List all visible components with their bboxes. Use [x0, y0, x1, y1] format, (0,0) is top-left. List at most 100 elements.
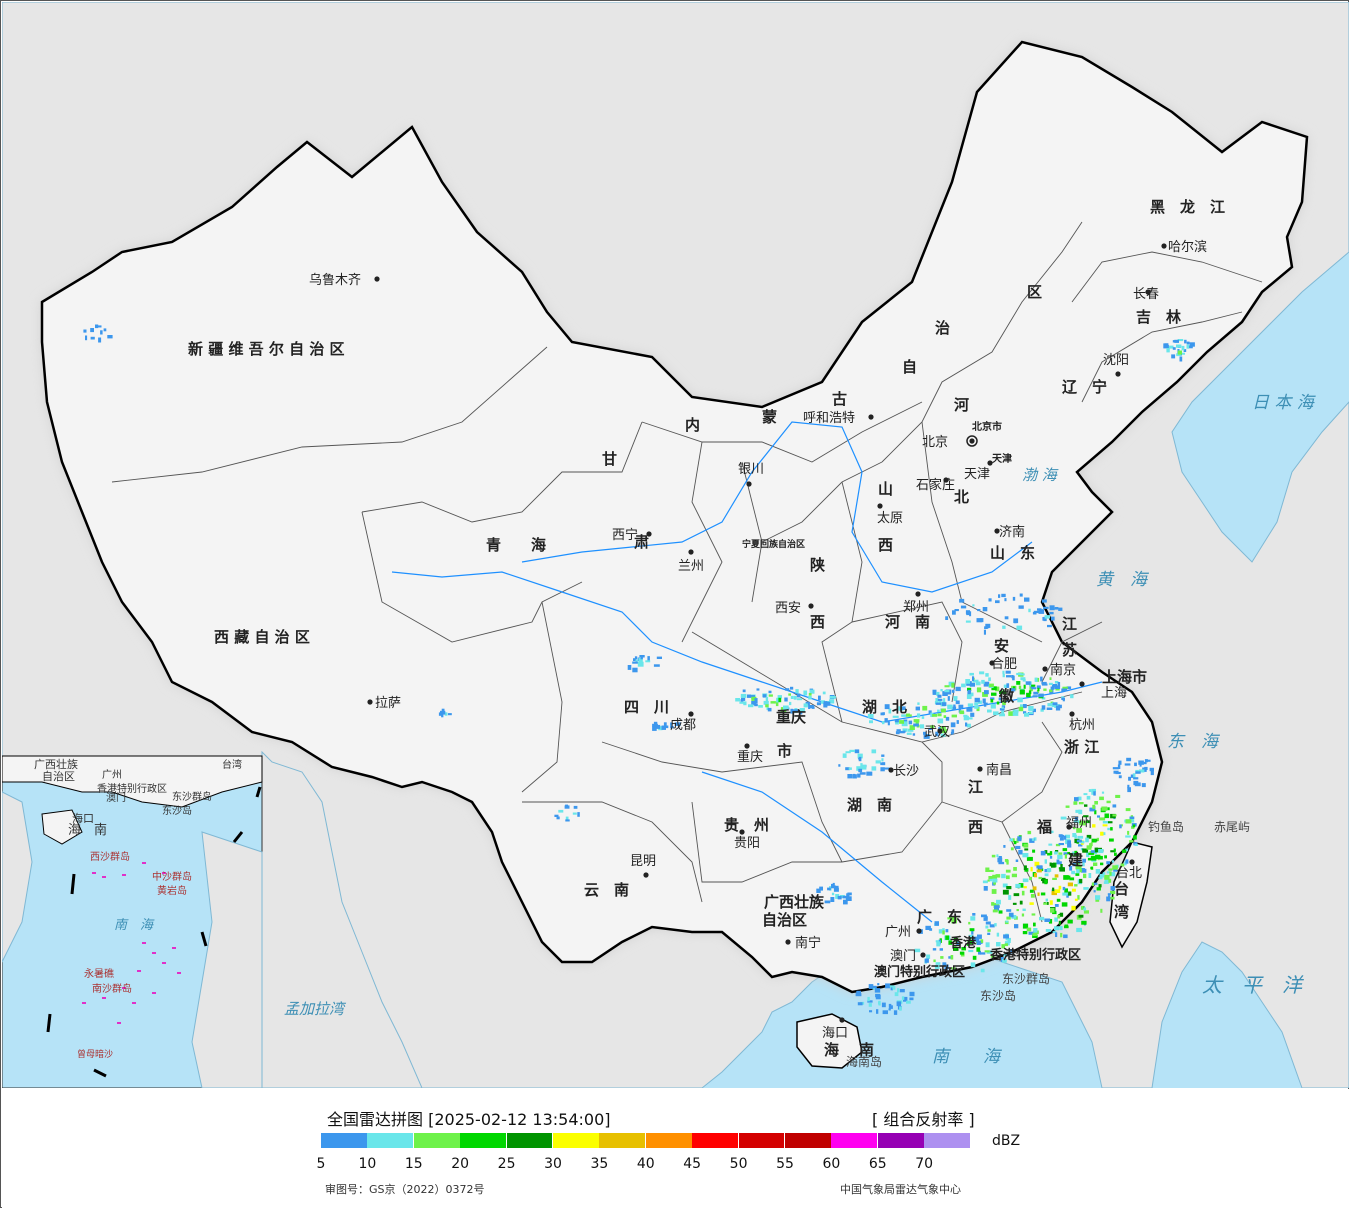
city-dot	[868, 414, 874, 420]
echo-cell	[1003, 845, 1006, 848]
city-dot	[1079, 681, 1085, 687]
echo-cell	[1037, 687, 1040, 692]
echo-cell	[638, 657, 643, 663]
echo-cell	[1068, 891, 1072, 896]
echo-cell	[912, 733, 916, 736]
inset-label: 广州	[102, 769, 122, 781]
echo-cell	[991, 889, 997, 894]
echo-cell	[981, 679, 985, 684]
scale-tick-label: 65	[868, 1156, 887, 1172]
echo-cell	[1028, 931, 1035, 935]
echo-cell	[1029, 876, 1032, 881]
echo-cell	[945, 716, 950, 721]
echo-cell	[1071, 905, 1076, 911]
echo-cell	[1055, 932, 1058, 937]
echo-cell	[1012, 709, 1019, 713]
echo-cell	[1061, 697, 1065, 700]
echo-cell	[884, 767, 890, 770]
city-label: 杭州	[1069, 718, 1095, 733]
province-label: 苏	[1062, 641, 1077, 659]
echo-cell	[985, 921, 991, 925]
echo-cell	[1038, 693, 1044, 698]
echo-cell	[948, 940, 953, 945]
echo-cell	[1138, 760, 1144, 765]
inset-label: 南	[94, 822, 107, 838]
echo-cell	[894, 992, 899, 997]
echo-cell	[1054, 889, 1061, 893]
echo-cell	[1016, 625, 1023, 630]
inset-label: 曾母暗沙	[77, 1048, 113, 1060]
echo-cell	[987, 709, 992, 713]
echo-cell	[1088, 873, 1092, 878]
echo-cell	[1005, 937, 1011, 941]
echo-cell	[993, 881, 996, 885]
echo-cell	[1127, 784, 1130, 789]
echo-cell	[967, 687, 972, 691]
echo-cell	[1091, 788, 1096, 792]
province-label: 徽	[998, 687, 1015, 705]
echo-cell	[1086, 845, 1092, 850]
echo-cell	[1052, 931, 1057, 934]
echo-cell	[1049, 677, 1052, 680]
echo-cell	[909, 725, 915, 730]
echo-cell	[1016, 672, 1022, 676]
echo-cell	[1023, 843, 1029, 848]
echo-cell	[1034, 861, 1040, 867]
island-label: 东沙群岛	[1002, 971, 1050, 986]
echo-cell	[941, 729, 948, 734]
echo-cell	[632, 661, 638, 664]
echo-cell	[867, 1000, 873, 1003]
echo-cell	[1067, 840, 1071, 845]
echo-cell	[1022, 853, 1029, 858]
echo-cell	[565, 816, 569, 822]
echo-cell	[1006, 875, 1010, 880]
city-dot	[744, 743, 750, 749]
echo-cell	[1051, 891, 1057, 896]
echo-cell	[1117, 764, 1121, 769]
city-dot	[920, 952, 926, 958]
echo-cell	[1016, 681, 1021, 685]
capital-marker	[966, 435, 978, 447]
echo-cell	[1033, 928, 1038, 933]
echo-cell	[1028, 706, 1034, 711]
echo-cell	[1001, 710, 1005, 716]
echo-cell	[824, 900, 831, 904]
echo-cell	[974, 702, 979, 706]
echo-cell	[831, 892, 835, 896]
city-dot	[987, 460, 993, 466]
echo-cell	[823, 701, 828, 706]
echo-cell	[1057, 854, 1063, 860]
echo-cell	[1069, 877, 1075, 881]
echo-cell	[1054, 917, 1058, 922]
echo-cell	[880, 762, 885, 766]
echo-cell	[1106, 800, 1111, 804]
echo-cell	[998, 910, 1003, 914]
echo-cell	[1036, 869, 1042, 873]
echo-cell	[967, 689, 972, 695]
province-label: 北京市	[972, 420, 1002, 433]
city-dot	[688, 549, 694, 555]
city-label: 拉萨	[375, 696, 401, 711]
echo-cell	[937, 713, 942, 717]
echo-cell	[846, 893, 850, 898]
echo-cell	[441, 708, 445, 712]
province-label: 海	[824, 1041, 839, 1059]
scale-swatch	[367, 1133, 414, 1148]
echo-cell	[1023, 704, 1027, 709]
echo-cell	[1112, 814, 1117, 817]
echo-cell	[935, 731, 939, 737]
city-label: 石家庄	[916, 477, 955, 493]
echo-cell	[748, 704, 754, 708]
echo-cell	[1092, 804, 1096, 809]
echo-cell	[1058, 885, 1062, 890]
echo-cell	[839, 895, 845, 898]
echo-cell	[926, 954, 931, 959]
echo-cell	[768, 694, 773, 697]
sea-label: 黄 海	[1096, 570, 1150, 590]
echo-cell	[985, 867, 990, 872]
echo-cell	[950, 955, 954, 960]
echo-cell	[767, 707, 772, 712]
province-label: 云 南	[584, 881, 629, 899]
echo-cell	[939, 948, 943, 951]
